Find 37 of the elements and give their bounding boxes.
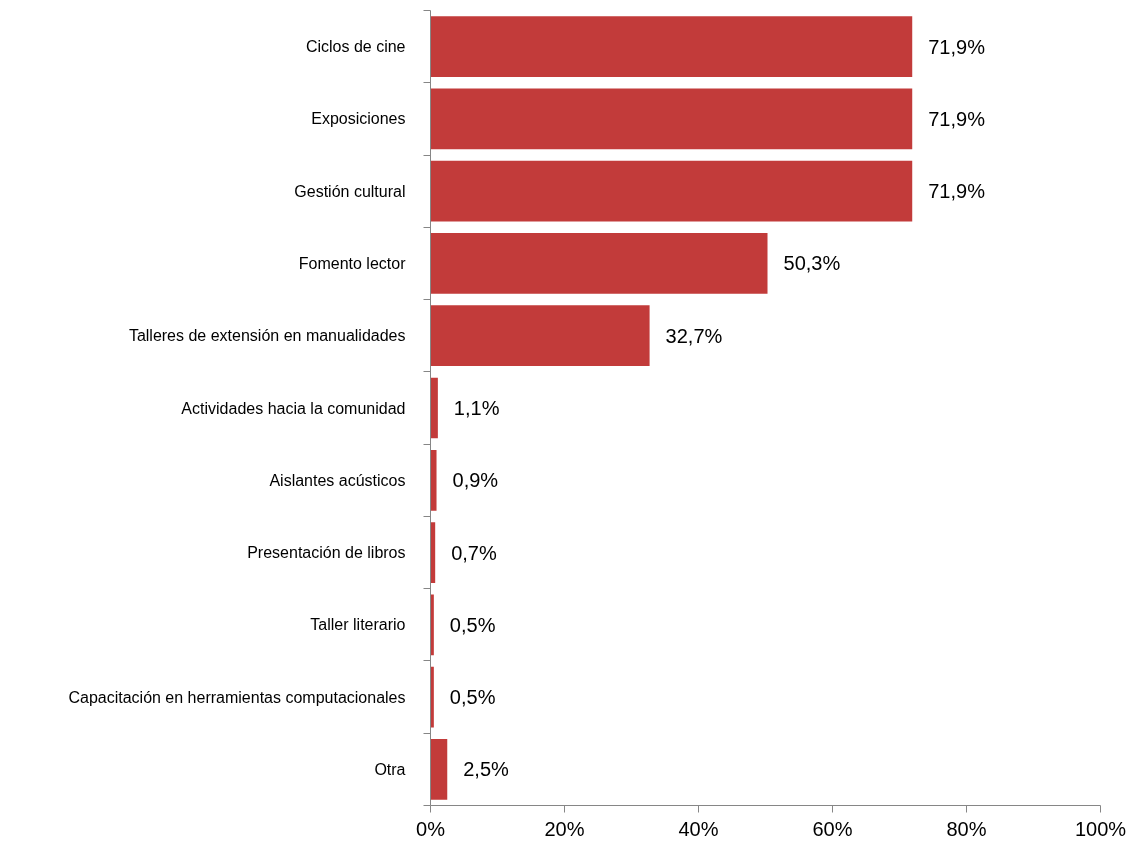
data-label: 50,3% [783,252,841,275]
x-tick-label: 80% [946,817,987,840]
bar [430,377,438,439]
bar [430,449,437,511]
y-tick-label: Capacitación en herramientas computacionales [68,688,406,706]
data-label: 0,7% [451,541,497,564]
bar [430,594,434,656]
x-tick-label: 60% [812,817,853,840]
bar [430,88,913,150]
y-tick-label: Ciclos de cine [305,38,406,56]
y-tick-label: Exposiciones [311,110,406,128]
y-tick-label: Taller literario [310,616,406,634]
y-tick-label: Fomento lector [298,254,407,272]
data-label: 71,9% [928,107,986,130]
y-tick-label: Gestión cultural [294,182,406,200]
y-tick-label: Talleres de extensión en manualidades [128,327,406,345]
bar [430,739,448,800]
data-label: 0,5% [449,613,496,636]
data-label: 2,5% [463,758,510,781]
bar [430,233,768,294]
y-tick-label: Otra [374,760,406,778]
y-tick-label: Actividades hacia la comunidad [181,399,406,417]
data-label: 71,9% [928,180,986,203]
data-label: 32,7% [665,324,723,347]
data-label: 0,5% [449,686,496,709]
bar [430,160,913,222]
data-label: 1,1% [453,397,500,419]
data-label: 0,9% [452,469,499,492]
x-tick-label: 20% [544,817,585,840]
y-tick-label: Presentación de libros [247,544,406,562]
x-tick-label: 100% [1074,817,1127,840]
y-tick-label: Aislantes acústicos [269,471,406,489]
x-tick-label: 0% [416,817,446,840]
bar [430,16,913,77]
x-tick-label: 40% [678,817,719,840]
bar [430,305,650,367]
data-label: 71,9% [928,35,986,58]
